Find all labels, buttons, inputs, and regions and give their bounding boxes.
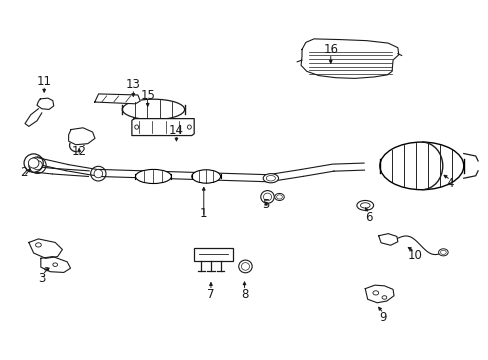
Polygon shape	[332, 163, 364, 171]
Polygon shape	[300, 164, 334, 176]
Polygon shape	[25, 109, 41, 126]
Ellipse shape	[238, 260, 252, 273]
Ellipse shape	[379, 142, 463, 190]
Polygon shape	[132, 118, 194, 136]
Polygon shape	[29, 239, 62, 258]
Polygon shape	[95, 94, 140, 104]
Text: 4: 4	[446, 177, 453, 190]
Ellipse shape	[122, 99, 184, 120]
Ellipse shape	[94, 170, 102, 178]
Text: 2: 2	[20, 166, 28, 179]
Ellipse shape	[260, 190, 274, 203]
Polygon shape	[37, 98, 54, 109]
Polygon shape	[301, 39, 398, 78]
Text: 12: 12	[72, 145, 86, 158]
Text: 7: 7	[207, 288, 214, 301]
Ellipse shape	[135, 170, 171, 184]
Polygon shape	[378, 234, 397, 245]
Text: 9: 9	[379, 311, 386, 324]
Ellipse shape	[274, 193, 284, 201]
Text: 11: 11	[37, 75, 52, 88]
Text: 14: 14	[169, 124, 183, 137]
Text: 5: 5	[262, 198, 269, 211]
Text: 1: 1	[200, 207, 207, 220]
Polygon shape	[66, 165, 99, 176]
Ellipse shape	[28, 158, 39, 168]
Text: 8: 8	[240, 288, 248, 301]
Polygon shape	[68, 128, 95, 145]
Text: 3: 3	[39, 272, 46, 285]
Ellipse shape	[438, 249, 447, 256]
Polygon shape	[41, 257, 70, 273]
Polygon shape	[194, 248, 232, 261]
Text: 13: 13	[125, 78, 141, 91]
Text: 15: 15	[140, 89, 155, 102]
Polygon shape	[98, 170, 268, 182]
Text: 10: 10	[407, 249, 421, 262]
Ellipse shape	[356, 201, 373, 210]
Polygon shape	[35, 158, 68, 171]
Polygon shape	[52, 168, 89, 176]
Text: 6: 6	[365, 211, 372, 224]
Text: 16: 16	[323, 43, 338, 56]
Polygon shape	[267, 170, 303, 182]
Ellipse shape	[263, 174, 278, 183]
Ellipse shape	[191, 170, 220, 183]
Polygon shape	[36, 167, 53, 174]
Ellipse shape	[33, 161, 42, 170]
Polygon shape	[365, 285, 393, 303]
